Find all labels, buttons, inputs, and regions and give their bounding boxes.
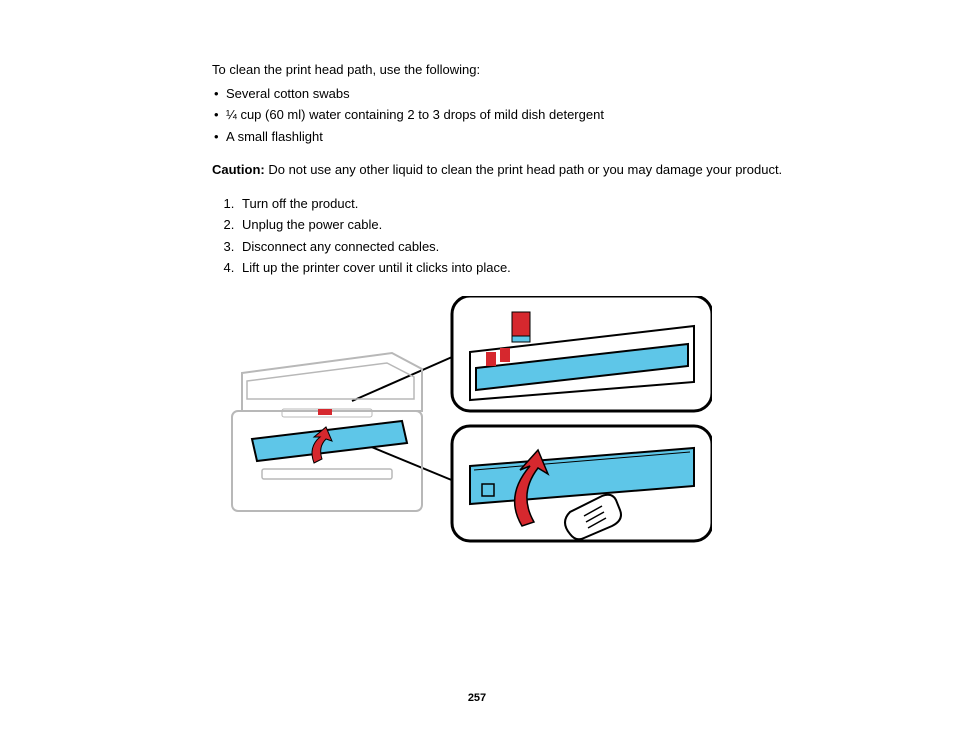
printer-illustration	[222, 296, 712, 546]
intro-paragraph: To clean the print head path, use the fo…	[212, 60, 864, 80]
caution-body: Do not use any other liquid to clean the…	[268, 162, 782, 177]
steps-list: Turn off the product. Unplug the power c…	[212, 194, 864, 278]
caution-label: Caution:	[212, 162, 265, 177]
supply-item: A small flashlight	[212, 127, 864, 147]
step-item: Unplug the power cable.	[238, 215, 864, 235]
supply-item: ¼ cup (60 ml) water containing 2 to 3 dr…	[212, 105, 864, 125]
manual-page: To clean the print head path, use the fo…	[0, 0, 954, 738]
page-number: 257	[0, 690, 954, 707]
supply-item: Several cotton swabs	[212, 84, 864, 104]
caution-paragraph: Caution: Do not use any other liquid to …	[212, 160, 864, 180]
step-item: Disconnect any connected cables.	[238, 237, 864, 257]
step-item: Turn off the product.	[238, 194, 864, 214]
step-item: Lift up the printer cover until it click…	[238, 258, 864, 278]
supplies-list: Several cotton swabs ¼ cup (60 ml) water…	[212, 84, 864, 147]
